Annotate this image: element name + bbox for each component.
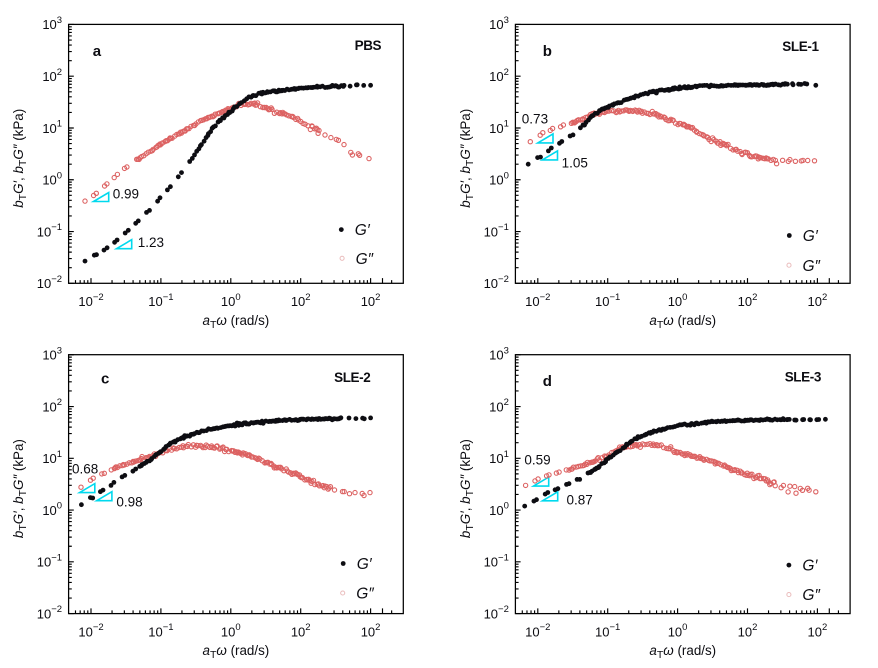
svg-text:bTG′, bTG″ (kPa): bTG′, bTG″ (kPa) — [458, 109, 476, 208]
svg-text:0.99: 0.99 — [113, 187, 139, 202]
svg-text:SLE-1: SLE-1 — [782, 39, 819, 54]
svg-text:G′: G′ — [357, 556, 373, 573]
svg-text:aTω (rad/s): aTω (rad/s) — [649, 643, 716, 661]
svg-text:G″: G″ — [802, 587, 820, 604]
svg-text:0.68: 0.68 — [72, 461, 98, 476]
svg-text:1.23: 1.23 — [138, 235, 164, 250]
svg-text:b: b — [543, 43, 552, 60]
svg-text:G″: G″ — [356, 586, 374, 603]
svg-text:SLE-2: SLE-2 — [334, 370, 370, 385]
svg-text:0.98: 0.98 — [116, 494, 142, 509]
svg-text:0.87: 0.87 — [567, 492, 593, 507]
svg-text:PBS: PBS — [355, 38, 382, 53]
svg-text:d: d — [543, 373, 552, 390]
svg-text:1.05: 1.05 — [562, 156, 588, 171]
svg-text:0.59: 0.59 — [524, 452, 550, 467]
svg-text:aTω (rad/s): aTω (rad/s) — [203, 313, 270, 331]
svg-text:a: a — [93, 43, 102, 60]
svg-text:G″: G″ — [803, 258, 821, 275]
svg-text:aTω (rad/s): aTω (rad/s) — [649, 313, 716, 331]
svg-text:G″: G″ — [356, 251, 374, 268]
svg-text:bTG′, bTG″ (kPa): bTG′, bTG″ (kPa) — [458, 439, 476, 538]
svg-text:bTG′, bTG″ (kPa): bTG′, bTG″ (kPa) — [11, 439, 29, 538]
svg-text:c: c — [101, 371, 109, 388]
svg-text:G′: G′ — [355, 222, 371, 239]
svg-text:aTω (rad/s): aTω (rad/s) — [203, 643, 270, 661]
svg-text:SLE-3: SLE-3 — [785, 370, 822, 385]
svg-text:0.73: 0.73 — [522, 112, 548, 127]
svg-text:bTG′, bTG″ (kPa): bTG′, bTG″ (kPa) — [11, 109, 29, 208]
svg-text:G′: G′ — [803, 228, 819, 245]
svg-text:G′: G′ — [802, 558, 818, 575]
